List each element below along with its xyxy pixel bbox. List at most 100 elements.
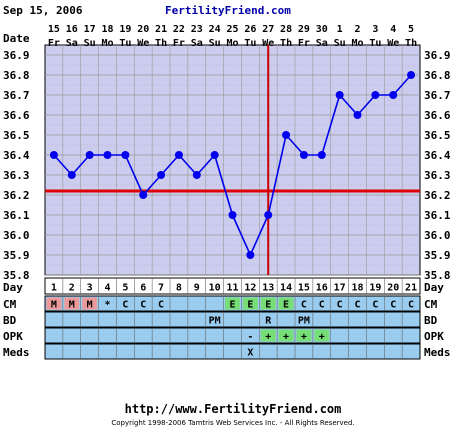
date-label: 20: [137, 24, 149, 35]
series-segment: [249, 214, 269, 256]
series-segment: [339, 94, 359, 116]
date-label: 3: [372, 24, 378, 35]
series-segment: [53, 154, 73, 176]
weekday-label: Tu: [119, 38, 131, 49]
opk-cell: +: [319, 332, 325, 343]
day-cell: 11: [226, 283, 238, 294]
day-cell: 5: [122, 283, 128, 294]
row-label-opk-right: OPK: [424, 330, 444, 343]
y-tick-label-left: 36.8: [3, 69, 30, 82]
day-cell: 20: [387, 283, 399, 294]
date-label: 16: [66, 24, 78, 35]
y-tick-label-right: 36.5: [424, 129, 451, 142]
footer-url[interactable]: http://www.FertilityFriend.com: [124, 402, 342, 416]
meds-cell: X: [247, 348, 253, 359]
temperature-point: [407, 71, 416, 79]
day-cell: 15: [298, 283, 310, 294]
date-label: 19: [119, 24, 131, 35]
y-tick-label-right: 36.1: [424, 209, 451, 222]
day-cell: 12: [244, 283, 256, 294]
series-segment: [231, 214, 252, 256]
cm-cell: E: [283, 300, 289, 311]
date-label: 15: [48, 24, 60, 35]
temperature-point: [282, 131, 291, 139]
y-tick-label-left: 36.0: [3, 229, 30, 242]
row-band-day: [44, 277, 421, 295]
row-label-meds-right: Meds: [424, 346, 451, 359]
weekday-label: Fr: [173, 38, 185, 49]
temperature-point: [228, 211, 237, 219]
y-tick-label-right: 36.0: [424, 229, 451, 242]
cm-cell: M: [51, 300, 57, 311]
cm-cell: C: [140, 300, 146, 311]
cm-cell: C: [337, 300, 343, 311]
y-tick-label-left: 36.9: [3, 49, 30, 62]
series-segment: [321, 94, 341, 156]
temperature-point: [210, 151, 219, 159]
cell-highlight-opk: [278, 329, 294, 342]
y-tick-label-right: 36.3: [424, 169, 451, 182]
weekday-label: Sa: [66, 38, 78, 49]
temperature-point: [85, 151, 94, 159]
series-segment: [142, 174, 162, 196]
cell-highlight-cm: [242, 297, 258, 310]
y-tick-label-right: 36.8: [424, 69, 451, 82]
date-label: 27: [262, 24, 274, 35]
row-band-meds: [44, 343, 421, 360]
weekday-label: Sa: [316, 38, 328, 49]
temperature-point: [264, 211, 273, 219]
y-tick-label-left: 36.3: [3, 169, 30, 182]
series-segment: [71, 154, 91, 176]
date-label: 29: [298, 24, 310, 35]
cm-cell: C: [354, 300, 360, 311]
cell-highlight-cm: [225, 297, 240, 310]
date-label: 24: [209, 24, 221, 35]
row-label-bd-right: BD: [424, 314, 438, 327]
temperature-point: [371, 91, 380, 99]
temperature-point: [103, 151, 112, 159]
cm-cell: C: [408, 300, 414, 311]
row-label-bd: BD: [3, 314, 17, 327]
y-tick-label-left: 36.2: [3, 189, 30, 202]
y-tick-label-left: 36.1: [3, 209, 30, 222]
weekday-label: We: [262, 38, 274, 49]
date-row-label: Date: [3, 32, 30, 45]
date-label: 28: [280, 24, 292, 35]
site-name: FertilityFriend.com: [165, 4, 291, 17]
cm-cell: M: [87, 300, 93, 311]
weekday-label: Fr: [48, 38, 60, 49]
reference-lines: [45, 45, 420, 275]
y-tick-label-left: 35.9: [3, 249, 30, 262]
series-segment: [267, 134, 287, 216]
plot-background: [44, 44, 421, 276]
day-cell: 19: [369, 283, 381, 294]
date-label: 25: [226, 24, 238, 35]
cm-cell: E: [229, 300, 235, 311]
temperature-point: [139, 191, 148, 199]
date-header-row: Date15Fr16Sa17Su18Mo19Tu20We21Th22Fr23Sa…: [3, 24, 417, 49]
series-segment: [124, 154, 144, 196]
date-label: 17: [84, 24, 96, 35]
opk-cell: +: [265, 332, 271, 343]
cell-highlight-cm: [260, 297, 276, 310]
day-cell: 7: [158, 283, 164, 294]
date-label: 4: [390, 24, 396, 35]
row-band-bd: [44, 311, 421, 328]
day-cell: 17: [334, 283, 346, 294]
y-tick-label-right: 36.9: [424, 49, 451, 62]
series-segment: [160, 154, 180, 176]
temperature-point: [246, 251, 255, 259]
temperature-point: [299, 151, 308, 159]
series-segment: [178, 154, 198, 176]
series-segment: [196, 154, 216, 176]
cm-cell: C: [301, 300, 307, 311]
weekday-label: We: [137, 38, 149, 49]
cm-cell: C: [390, 300, 396, 311]
y-tick-label-right: 36.7: [424, 89, 451, 102]
cm-cell: M: [69, 300, 75, 311]
day-cell: 10: [209, 283, 221, 294]
date-label: 23: [191, 24, 203, 35]
temperature-point: [389, 91, 398, 99]
y-tick-label-left: 36.7: [3, 89, 30, 102]
